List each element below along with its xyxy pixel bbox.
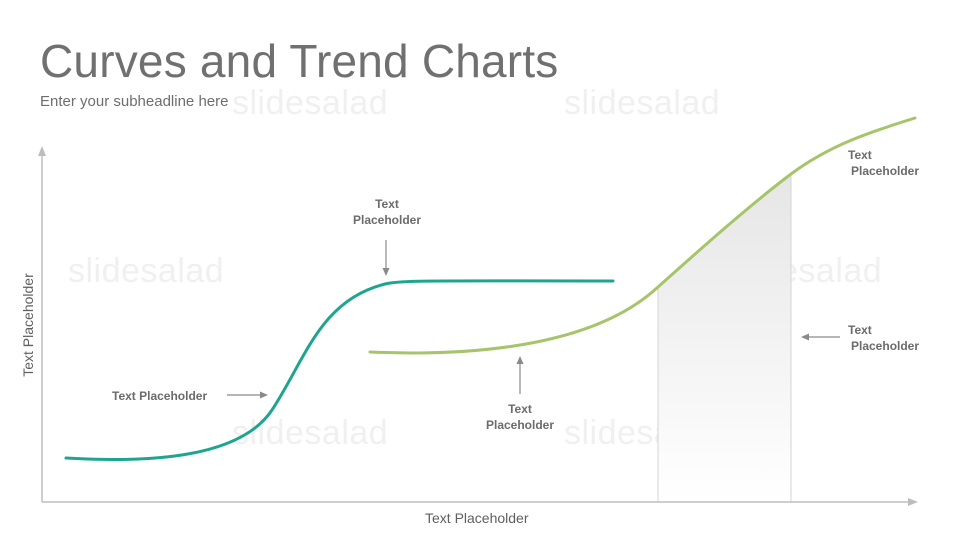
label-bottom: Text Placeholder — [475, 401, 565, 433]
green-curve — [368, 116, 917, 355]
x-axis-label: Text Placeholder — [425, 510, 529, 526]
arrow-left-label — [227, 391, 268, 399]
arrow-right-mid-label — [801, 333, 840, 341]
label-right-mid: Text Placeholder — [848, 322, 919, 354]
label-bottom-line1: Text — [508, 402, 532, 416]
teal-curve — [64, 279, 615, 462]
y-axis-arrowhead — [38, 146, 46, 156]
highlight-region — [657, 172, 792, 503]
label-top-line2: Placeholder — [352, 213, 422, 227]
x-axis-arrowhead — [908, 498, 918, 506]
slide-subtitle: Enter your subheadline here — [40, 93, 229, 110]
label-top: Text Placeholder — [342, 196, 432, 228]
label-right-top: Text Placeholder — [848, 147, 919, 179]
label-bottom-line2: Placeholder — [485, 418, 555, 432]
label-right-top-line1: Text — [848, 148, 872, 162]
label-left: Text Placeholder — [112, 389, 208, 403]
y-axis-label: Text Placeholder — [20, 273, 36, 377]
slide-title: Curves and Trend Charts — [40, 35, 559, 87]
label-right-top-line2: Placeholder — [851, 164, 920, 178]
arrow-bottom-label — [516, 356, 524, 394]
label-right-mid-line2: Placeholder — [851, 339, 920, 353]
label-right-mid-line1: Text — [848, 323, 872, 337]
label-top-line1: Text — [375, 197, 399, 211]
arrow-top-label — [382, 240, 390, 276]
